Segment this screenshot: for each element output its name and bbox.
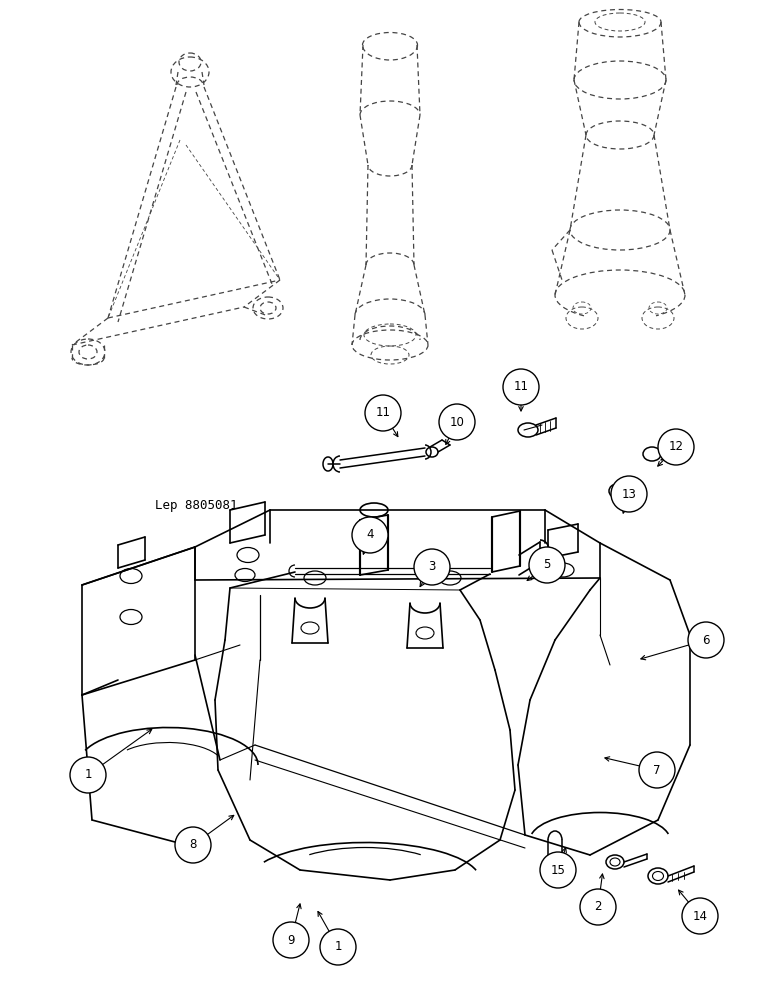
Text: 12: 12 [669,440,683,454]
Text: 3: 3 [428,560,435,574]
Text: 7: 7 [653,764,661,776]
Circle shape [611,476,647,512]
Text: 11: 11 [375,406,391,420]
Circle shape [682,898,718,934]
Text: 2: 2 [594,900,601,914]
Text: 5: 5 [543,558,550,572]
Circle shape [658,429,694,465]
Circle shape [414,549,450,585]
Circle shape [639,752,675,788]
Circle shape [320,929,356,965]
Text: 13: 13 [621,488,636,500]
Circle shape [365,395,401,431]
Text: 14: 14 [692,910,707,922]
Text: 1: 1 [334,940,342,954]
Circle shape [580,889,616,925]
Circle shape [529,547,565,583]
Text: Lep 8805081: Lep 8805081 [155,498,238,512]
Text: 10: 10 [449,416,465,428]
Text: 4: 4 [366,528,374,542]
Circle shape [70,757,106,793]
Text: 15: 15 [550,863,565,876]
Circle shape [688,622,724,658]
Text: 11: 11 [513,380,529,393]
Circle shape [352,517,388,553]
Circle shape [439,404,475,440]
Text: 1: 1 [84,768,92,782]
Circle shape [540,852,576,888]
Circle shape [273,922,309,958]
Text: 6: 6 [703,634,709,647]
Text: 8: 8 [189,838,197,852]
Circle shape [175,827,211,863]
Circle shape [503,369,539,405]
Text: 9: 9 [287,934,295,946]
